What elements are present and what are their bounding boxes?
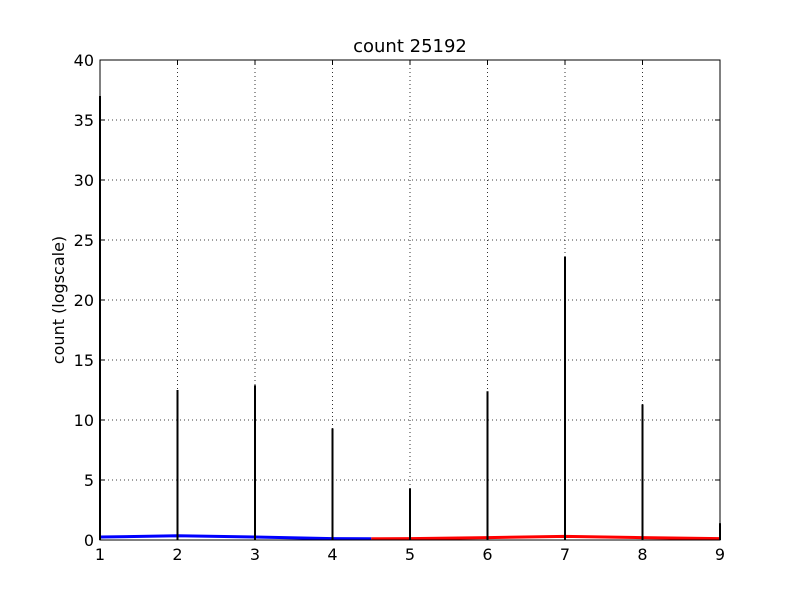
density-band xyxy=(371,534,721,541)
y-tick-label: 10 xyxy=(74,411,94,430)
y-tick-label: 15 xyxy=(74,351,94,370)
y-tick-label: 25 xyxy=(74,231,94,250)
y-tick-label: 35 xyxy=(74,111,94,130)
axis-ticks xyxy=(99,59,721,541)
y-tick-label: 20 xyxy=(74,291,94,310)
x-tick-label: 6 xyxy=(482,545,492,564)
y-tick-labels: 0 5 10 15 20 25 30 35 40 xyxy=(74,51,94,550)
y-axis-label: count (logscale) xyxy=(49,236,68,364)
y-tick-label: 5 xyxy=(84,471,94,490)
x-tick-label: 4 xyxy=(327,545,337,564)
y-tick-label: 30 xyxy=(74,171,94,190)
x-tick-label: 1 xyxy=(95,545,105,564)
x-tick-label: 3 xyxy=(250,545,260,564)
y-tick-label: 0 xyxy=(84,531,94,550)
chart-title: count 25192 xyxy=(353,36,467,57)
x-tick-labels: 1 2 3 4 5 6 7 8 9 xyxy=(95,545,725,564)
x-tick-label: 8 xyxy=(637,545,647,564)
x-tick-label: 7 xyxy=(560,545,570,564)
x-tick-label: 9 xyxy=(715,545,725,564)
x-tick-label: 2 xyxy=(172,545,182,564)
x-tick-label: 5 xyxy=(405,545,415,564)
y-tick-label: 40 xyxy=(74,51,94,70)
